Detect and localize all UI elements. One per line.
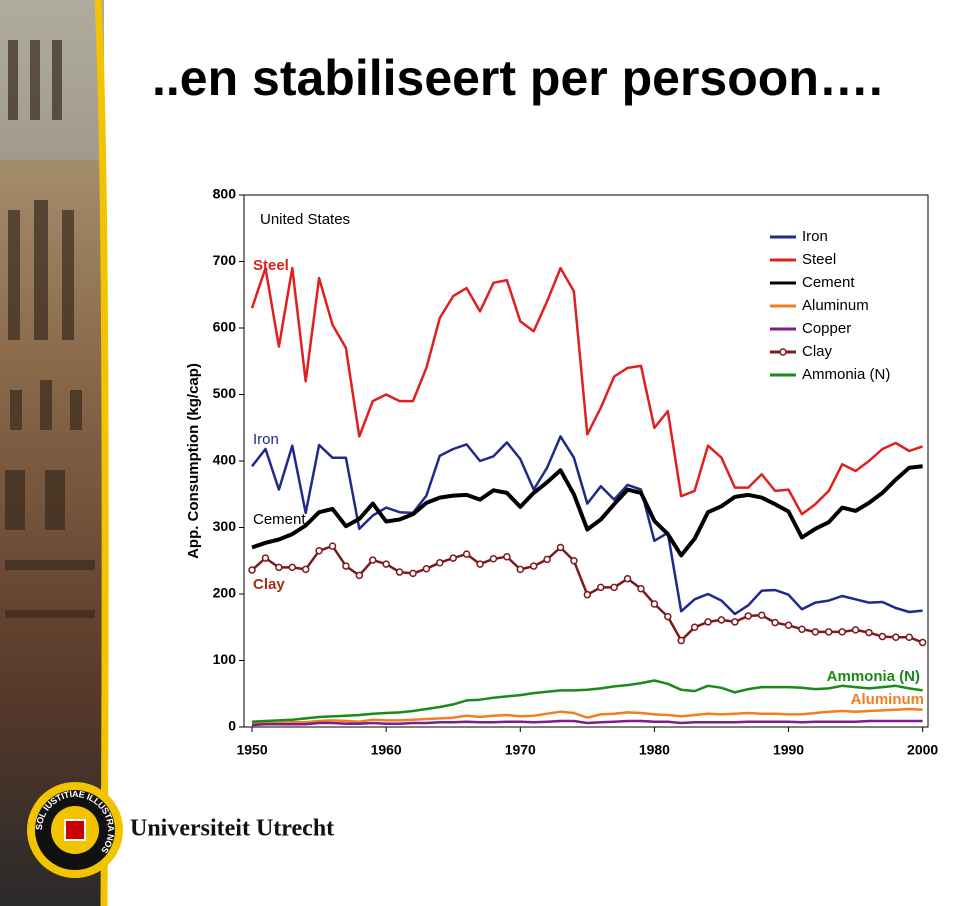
data-point bbox=[811, 628, 820, 636]
logo-name: Universiteit Utrecht bbox=[130, 816, 334, 842]
data-point bbox=[570, 557, 578, 565]
data-point bbox=[301, 565, 310, 574]
data-point bbox=[436, 558, 444, 567]
legend-marker bbox=[779, 348, 787, 356]
series-line bbox=[251, 464, 923, 558]
data-point bbox=[851, 626, 860, 634]
legend-label: Copper bbox=[802, 320, 851, 337]
x-tick-label: 1960 bbox=[371, 742, 402, 758]
data-point bbox=[248, 566, 256, 574]
data-point bbox=[597, 583, 605, 592]
data-point bbox=[664, 612, 672, 621]
data-point bbox=[369, 556, 377, 564]
data-point bbox=[650, 600, 659, 608]
data-point bbox=[355, 571, 364, 580]
data-point bbox=[878, 632, 887, 641]
slide-title: ..en stabiliseert per persoon…. bbox=[152, 50, 883, 106]
data-point bbox=[462, 550, 471, 558]
data-point bbox=[583, 590, 592, 599]
data-point bbox=[784, 621, 793, 630]
data-point bbox=[757, 611, 766, 620]
data-point bbox=[731, 618, 739, 626]
series-line bbox=[251, 719, 923, 727]
data-point bbox=[771, 618, 779, 627]
annotation: Steel bbox=[253, 257, 289, 274]
data-point bbox=[489, 555, 498, 563]
data-point bbox=[623, 574, 632, 583]
plot-area bbox=[243, 194, 929, 728]
y-tick-label: 200 bbox=[213, 585, 237, 601]
data-point bbox=[422, 564, 431, 573]
y-tick-label: 0 bbox=[228, 718, 236, 734]
x-tick-label: 2000 bbox=[907, 742, 938, 758]
data-point bbox=[892, 633, 900, 641]
y-axis-label: App. Consumption (kg/cap) bbox=[185, 363, 202, 559]
data-point bbox=[704, 618, 712, 626]
annotation: Aluminum bbox=[851, 691, 924, 708]
data-point bbox=[918, 638, 927, 647]
data-point bbox=[543, 555, 551, 564]
legend-label: Iron bbox=[802, 228, 828, 245]
data-point bbox=[275, 563, 283, 572]
x-tick-label: 1970 bbox=[505, 742, 536, 758]
data-point bbox=[690, 623, 699, 631]
series-line bbox=[251, 679, 923, 723]
annotation: United States bbox=[260, 211, 350, 228]
data-point bbox=[288, 563, 297, 572]
data-point bbox=[744, 612, 753, 620]
data-point bbox=[865, 628, 873, 637]
x-tick-label: 1990 bbox=[773, 742, 804, 758]
data-point bbox=[717, 616, 726, 624]
y-tick-label: 300 bbox=[213, 518, 237, 534]
x-tick-label: 1950 bbox=[236, 742, 267, 758]
data-point bbox=[516, 565, 525, 574]
data-point bbox=[395, 568, 404, 576]
data-point bbox=[449, 554, 457, 562]
x-tick-label: 1980 bbox=[639, 742, 670, 758]
legend-label: Clay bbox=[802, 343, 833, 360]
data-point bbox=[382, 560, 390, 568]
y-tick-label: 700 bbox=[213, 252, 237, 268]
data-point bbox=[905, 633, 913, 641]
legend-label: Ammonia (N) bbox=[802, 366, 890, 383]
y-tick-label: 500 bbox=[213, 385, 237, 401]
data-point bbox=[637, 584, 645, 593]
data-point bbox=[529, 562, 538, 570]
data-point bbox=[409, 569, 417, 578]
data-point bbox=[315, 547, 323, 555]
data-point bbox=[825, 628, 833, 636]
series-line bbox=[251, 707, 923, 725]
data-point bbox=[556, 543, 565, 552]
y-tick-label: 400 bbox=[213, 452, 237, 468]
data-point bbox=[838, 628, 846, 636]
legend-label: Cement bbox=[802, 274, 855, 291]
series-line bbox=[250, 266, 924, 516]
data-point bbox=[503, 553, 511, 561]
y-tick-label: 100 bbox=[213, 651, 237, 667]
data-point bbox=[610, 583, 618, 592]
logo: SOL IUSTITIAE ILLUSTRA NOS Universiteit … bbox=[27, 782, 334, 878]
annotation: Ammonia (N) bbox=[827, 668, 920, 685]
legend-label: Aluminum bbox=[802, 297, 869, 314]
y-tick-label: 600 bbox=[213, 319, 237, 335]
annotation: Clay bbox=[253, 576, 285, 593]
data-point bbox=[261, 554, 270, 562]
data-point bbox=[677, 636, 685, 645]
annotation: Iron bbox=[253, 431, 279, 448]
series-line bbox=[251, 435, 923, 616]
legend-label: Steel bbox=[802, 251, 836, 268]
annotation: Cement bbox=[253, 511, 306, 528]
data-point bbox=[342, 562, 350, 570]
background-photo bbox=[0, 0, 109, 906]
seal-shield bbox=[64, 819, 86, 841]
data-point bbox=[476, 560, 484, 568]
data-point bbox=[328, 542, 337, 550]
data-point bbox=[798, 625, 806, 633]
y-tick-label: 800 bbox=[213, 186, 237, 202]
